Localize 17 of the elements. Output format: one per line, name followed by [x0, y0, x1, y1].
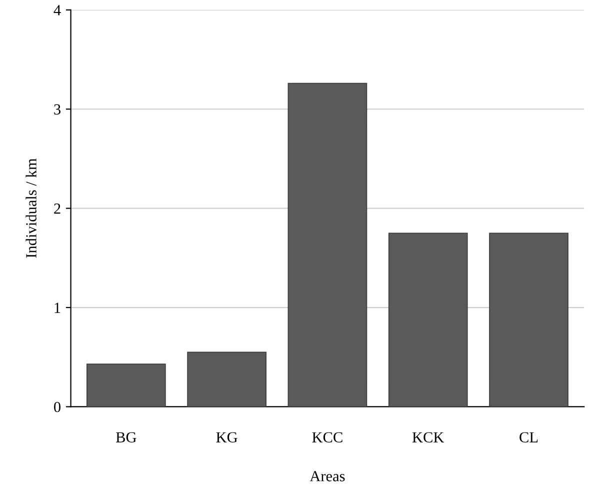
x-tick-label: KCK	[412, 432, 444, 442]
bar	[388, 232, 468, 407]
x-axis-title: Areas	[310, 471, 345, 482]
x-tick-label: KCC	[312, 432, 342, 442]
x-tick-label: KG	[216, 432, 238, 442]
y-tick-label: 3	[54, 104, 60, 115]
x-tick-label: CL	[520, 432, 538, 442]
y-tick-label: 4	[54, 5, 61, 16]
y-tick-label: 0	[54, 402, 60, 412]
bar	[187, 352, 266, 407]
bar	[86, 364, 166, 407]
y-axis-title: Individuals / km	[26, 158, 36, 258]
y-tick-label: 1	[54, 302, 60, 313]
x-tick-label: BG	[116, 432, 136, 442]
y-tick-label: 2	[54, 204, 60, 214]
bar	[288, 82, 368, 407]
bar	[489, 232, 568, 407]
